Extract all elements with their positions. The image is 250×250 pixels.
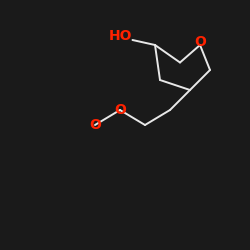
Text: O: O xyxy=(89,118,101,132)
Text: HO: HO xyxy=(109,29,132,43)
Text: O: O xyxy=(114,103,126,117)
Text: O: O xyxy=(194,36,206,50)
